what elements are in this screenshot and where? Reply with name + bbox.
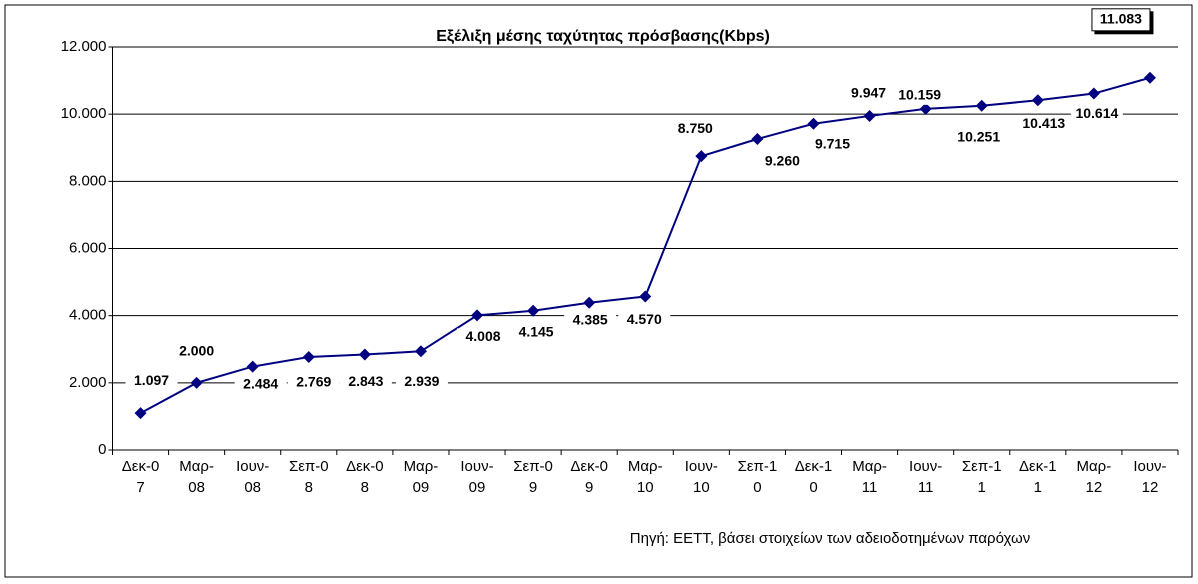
marker <box>246 360 259 373</box>
x-tick-label: Δεκ-10 <box>794 458 833 496</box>
marker <box>807 117 820 130</box>
x-tick-label: Μαρ-09 <box>403 458 439 496</box>
y-tick-label: 8.000 <box>69 172 107 189</box>
data-label: 8.750 <box>678 120 713 136</box>
marker <box>863 109 876 122</box>
data-label: 10.251 <box>957 128 1000 144</box>
data-label: 4.385 <box>573 311 608 327</box>
chart-frame <box>4 4 1193 578</box>
y-tick-label: 4.000 <box>69 307 107 324</box>
marker <box>527 304 540 317</box>
y-tick-label: 10.000 <box>61 105 107 122</box>
label-bg <box>234 375 287 394</box>
x-tick-label: Δεκ-11 <box>1019 458 1057 496</box>
marker <box>1143 71 1156 84</box>
x-tick-label: Μαρ-10 <box>627 458 663 496</box>
x-tick-label: Ιουν-12 <box>1133 458 1167 496</box>
marker <box>134 407 147 420</box>
marker <box>358 348 371 361</box>
x-tick-label: Σεπ-08 <box>288 458 329 496</box>
source-note: Πηγή: ΕΕΤΤ, βάσει στοιχείων των αδειοδοτ… <box>630 530 1030 547</box>
marker <box>1087 87 1100 100</box>
x-tick-label: Δεκ-09 <box>570 458 608 496</box>
marker <box>919 102 932 115</box>
label-bg <box>806 135 859 154</box>
x-tick-label: Σεπ-10 <box>737 458 778 496</box>
x-tick-label: Μαρ-12 <box>1076 458 1112 496</box>
data-label: 10.614 <box>1075 105 1118 121</box>
data-label: 1.097 <box>134 372 169 388</box>
x-tick-label: Ιουν-08 <box>236 458 270 496</box>
data-label: 10.413 <box>1022 115 1065 131</box>
marker <box>190 376 203 389</box>
data-label: 10.159 <box>898 87 941 103</box>
label-bg <box>287 374 340 393</box>
marker <box>1031 94 1044 107</box>
label-bg <box>339 373 392 392</box>
x-tick-label: Δεκ-08 <box>346 458 384 496</box>
data-label: 4.570 <box>627 311 662 327</box>
label-bg <box>756 153 809 172</box>
x-tick-label: Σεπ-09 <box>513 458 553 496</box>
data-label: 4.145 <box>519 324 554 340</box>
label-bg <box>1091 8 1151 32</box>
label-bg <box>669 120 722 139</box>
data-label: 2.484 <box>243 375 278 391</box>
label-bg <box>564 311 617 330</box>
x-tick-label: Μαρ-11 <box>852 458 887 496</box>
data-label: 9.260 <box>765 153 800 169</box>
x-tick-label: Σεπ-11 <box>961 458 1002 496</box>
x-tick-label: Δεκ-07 <box>121 458 160 496</box>
y-tick-label: 6.000 <box>69 239 107 256</box>
x-tick-label: Ιουν-11 <box>909 458 943 496</box>
label-bg <box>618 311 671 330</box>
label-bg <box>457 328 510 347</box>
x-tick-label: Ιουν-09 <box>460 458 494 496</box>
data-label: 4.008 <box>465 328 500 344</box>
label-bg <box>510 323 563 342</box>
data-label: 2.939 <box>404 373 439 389</box>
label-bg <box>395 373 448 392</box>
label-bg <box>170 342 223 361</box>
y-tick-label: 2.000 <box>69 374 107 391</box>
y-tick-label: 0 <box>98 441 106 458</box>
y-tick-label: 12.000 <box>61 38 107 55</box>
marker <box>471 309 484 322</box>
label-bg <box>1017 115 1070 134</box>
marker <box>583 296 596 309</box>
label-bg <box>952 128 1005 147</box>
marker <box>751 133 764 146</box>
marker <box>302 351 315 364</box>
label-bg <box>1070 105 1123 124</box>
data-label: 2.843 <box>348 373 383 389</box>
marker <box>639 290 652 303</box>
label-bg <box>842 84 895 103</box>
marker <box>414 345 427 358</box>
data-label: 2.769 <box>296 374 331 390</box>
data-label: 9.947 <box>851 85 886 101</box>
x-tick-label: Μαρ-08 <box>179 458 214 496</box>
data-label: 9.715 <box>815 135 850 151</box>
label-bg <box>125 372 178 391</box>
data-label: 11.083 <box>1100 10 1142 26</box>
label-bg <box>893 86 946 105</box>
chart-title: Εξέλιξη μέσης ταχύτητας πρόσβασης(Kbps) <box>436 28 770 45</box>
data-label: 2.000 <box>179 343 214 359</box>
x-tick-label: Ιουν-10 <box>684 458 718 496</box>
marker <box>695 150 708 163</box>
marker <box>975 99 988 112</box>
